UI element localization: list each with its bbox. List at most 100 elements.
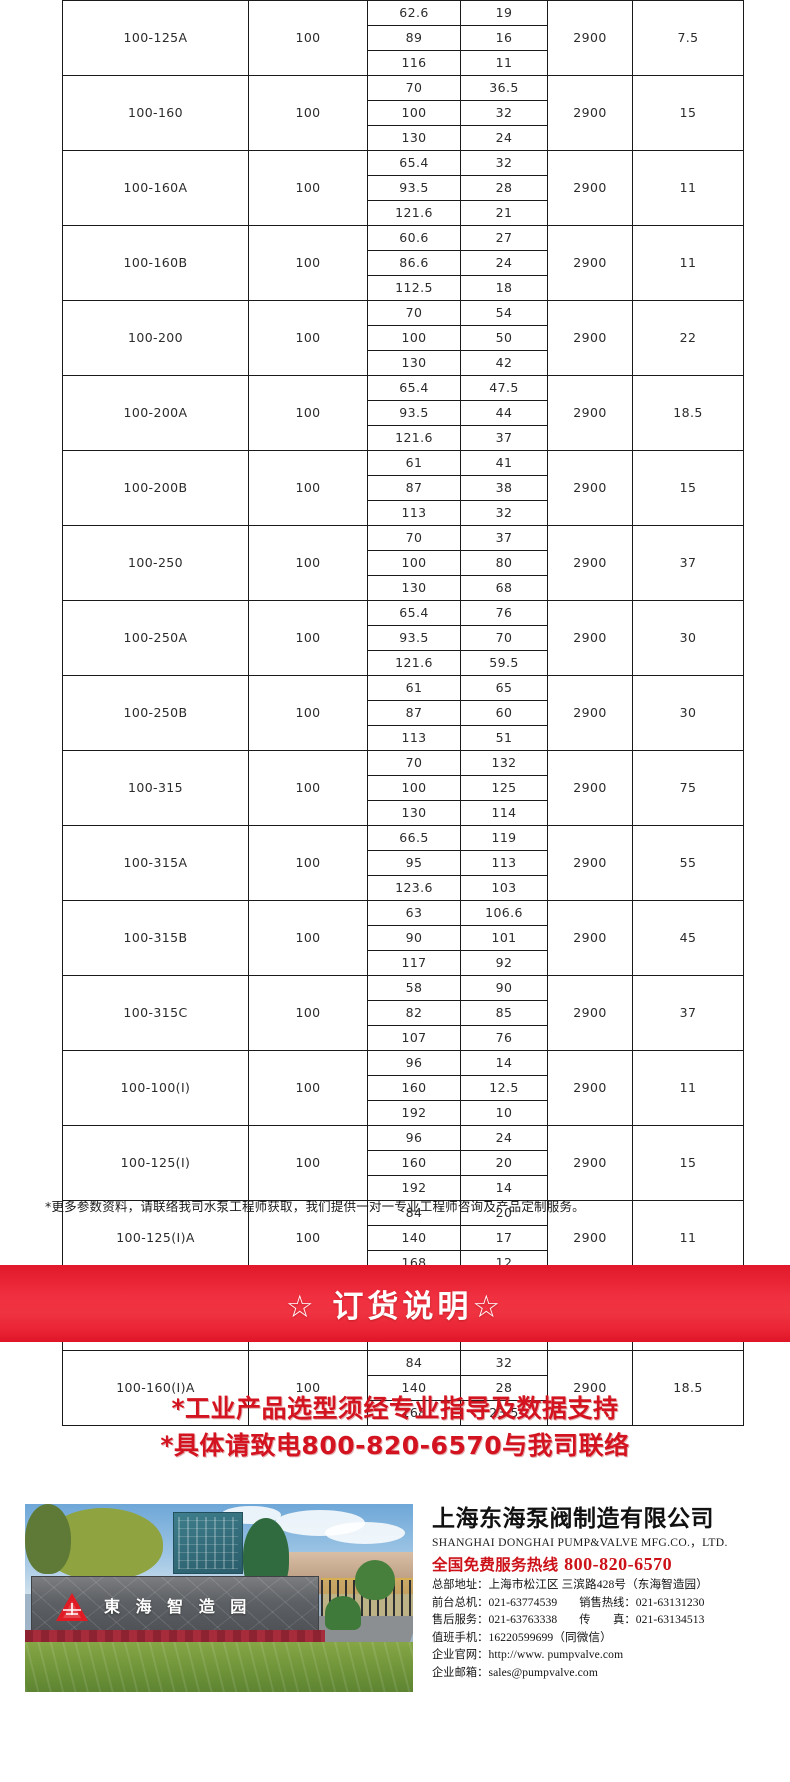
photo-wall-text: 東 海 智 造 园	[104, 1597, 252, 1616]
cell-head: 32	[460, 1350, 548, 1376]
cell-flow: 192	[367, 1100, 461, 1126]
table-footnote: *更多参数资料，请联络我司水泵工程师获取，我们提供一对一专业工程师咨询及产品定制…	[45, 1199, 585, 1214]
cell-speed: 2900	[547, 675, 633, 751]
cell-head: 90	[460, 975, 548, 1001]
table-row: 130 42	[63, 350, 744, 376]
cell-head: 113	[460, 850, 548, 876]
cell-diameter: 100	[248, 0, 368, 76]
cell-diameter: 100	[248, 75, 368, 151]
cell-head: 50	[460, 325, 548, 351]
hotline-label: 全国免费服务热线	[432, 1556, 559, 1574]
table-row: 100-125(I) 100 96 24 2900 15	[62, 1125, 744, 1201]
cell-head: 101	[460, 925, 548, 951]
photo-tree	[355, 1560, 395, 1600]
cell-flow: 95	[367, 850, 461, 876]
cell-flow: 100	[367, 100, 461, 126]
cell-flow: 107	[367, 1025, 461, 1051]
cell-flow: 70	[367, 300, 461, 326]
company-name-cn: 上海东海泵阀制造有限公司	[432, 1506, 714, 1532]
cell-power: 15	[632, 1125, 744, 1201]
table-row: 100-315B 100 63 106.6 2900 45	[62, 900, 744, 976]
table-row: 100 80	[63, 550, 744, 576]
cell-flow: 160	[367, 1150, 461, 1176]
cell-model: 100-160B	[62, 225, 249, 301]
cell-diameter: 100	[248, 525, 368, 601]
cell-speed: 2900	[547, 375, 633, 451]
table-row: 86.6 24	[63, 250, 744, 276]
cell-head: 16	[460, 25, 548, 51]
table-row: 121.6 21	[63, 200, 744, 226]
cell-power: 45	[632, 900, 744, 976]
table-row: 100-160 100 70 36.5 2900 15	[62, 75, 744, 151]
table-row: 130 114	[63, 800, 744, 826]
cell-head: 76	[460, 600, 548, 626]
cell-head: 32	[460, 500, 548, 526]
table-row: 130 24	[63, 125, 744, 151]
table-row: 121.6 59.5	[63, 650, 744, 676]
cell-flow: 65.4	[367, 600, 461, 626]
cell-model: 100-250	[62, 525, 249, 601]
cell-flow: 87	[367, 475, 461, 501]
cell-model: 100-315	[62, 750, 249, 826]
cell-power: 15	[632, 450, 744, 526]
cell-speed: 2900	[547, 225, 633, 301]
table-row: 107 76	[63, 1025, 744, 1051]
cell-flow: 63	[367, 900, 461, 926]
table-row: 140 28	[63, 1375, 744, 1401]
pump-spec-table: 100-125A 100 62.6 19 2900 7.5 89 16 116 11 100-160…	[62, 0, 744, 1426]
cell-diameter: 100	[248, 225, 368, 301]
contact-line: 总部地址：上海市松江区 三滨路428号（东海智造园）	[432, 1576, 782, 1594]
table-row: 100-250 100 70 37 2900 37	[62, 525, 744, 601]
cell-head: 132	[460, 750, 548, 776]
cell-flow: 65.4	[367, 375, 461, 401]
photo-cloud	[325, 1522, 405, 1544]
cell-head: 42	[460, 350, 548, 376]
table-row: 100 125	[63, 775, 744, 801]
cell-model: 100-250A	[62, 600, 249, 676]
cell-flow: 60.6	[367, 225, 461, 251]
cell-diameter: 100	[248, 150, 368, 226]
cell-head: 125	[460, 775, 548, 801]
cell-flow: 93.5	[367, 400, 461, 426]
cell-flow: 82	[367, 1000, 461, 1026]
cell-diameter: 100	[248, 825, 368, 901]
cell-head: 20	[460, 1150, 548, 1176]
table-row: 123.6 103	[63, 875, 744, 901]
hotline-number: 800-820-6570	[564, 1554, 673, 1574]
cell-head: 59.5	[460, 650, 548, 676]
cell-flow: 123.6	[367, 875, 461, 901]
company-info: 上海东海泵阀制造有限公司 SHANGHAI DONGHAI PUMP&VALVE…	[432, 1506, 782, 1681]
cell-head: 85	[460, 1000, 548, 1026]
table-row: 168 23.5	[63, 1400, 744, 1426]
cell-power: 75	[632, 750, 744, 826]
table-row: 160 20	[63, 1150, 744, 1176]
cell-model: 100-160(I)A	[62, 1350, 249, 1426]
cell-flow: 130	[367, 125, 461, 151]
table-row: 87 60	[63, 700, 744, 726]
cell-flow: 100	[367, 775, 461, 801]
cell-flow: 113	[367, 725, 461, 751]
table-row: 100-315 100 70 132 2900 75	[62, 750, 744, 826]
cell-speed: 2900	[547, 825, 633, 901]
cell-head: 32	[460, 150, 548, 176]
table-row: 87 38	[63, 475, 744, 501]
cell-flow: 192	[367, 1175, 461, 1201]
contact-label: 前台总机：	[432, 1595, 489, 1609]
cell-speed: 2900	[547, 1200, 633, 1276]
contact-value: 021-63774539	[488, 1595, 558, 1609]
cell-flow: 121.6	[367, 650, 461, 676]
cell-head: 24	[460, 250, 548, 276]
cell-head: 70	[460, 625, 548, 651]
table-row: 113 32	[63, 500, 744, 526]
cell-flow: 84	[367, 1350, 461, 1376]
contact-value: 上海市松江区 三滨路428号（东海智造园）	[488, 1578, 708, 1591]
cell-power: 37	[632, 975, 744, 1051]
cell-flow: 113	[367, 500, 461, 526]
table-row: 89 16	[63, 25, 744, 51]
cell-flow: 100	[367, 550, 461, 576]
contact-value: http://www. pumpvalve.com	[488, 1648, 624, 1661]
cell-head: 24	[460, 1125, 548, 1151]
factory-gate-photo: 東 海 智 造 园	[25, 1504, 413, 1692]
cell-model: 100-100(I)	[62, 1050, 249, 1126]
cell-head: 14	[460, 1175, 548, 1201]
